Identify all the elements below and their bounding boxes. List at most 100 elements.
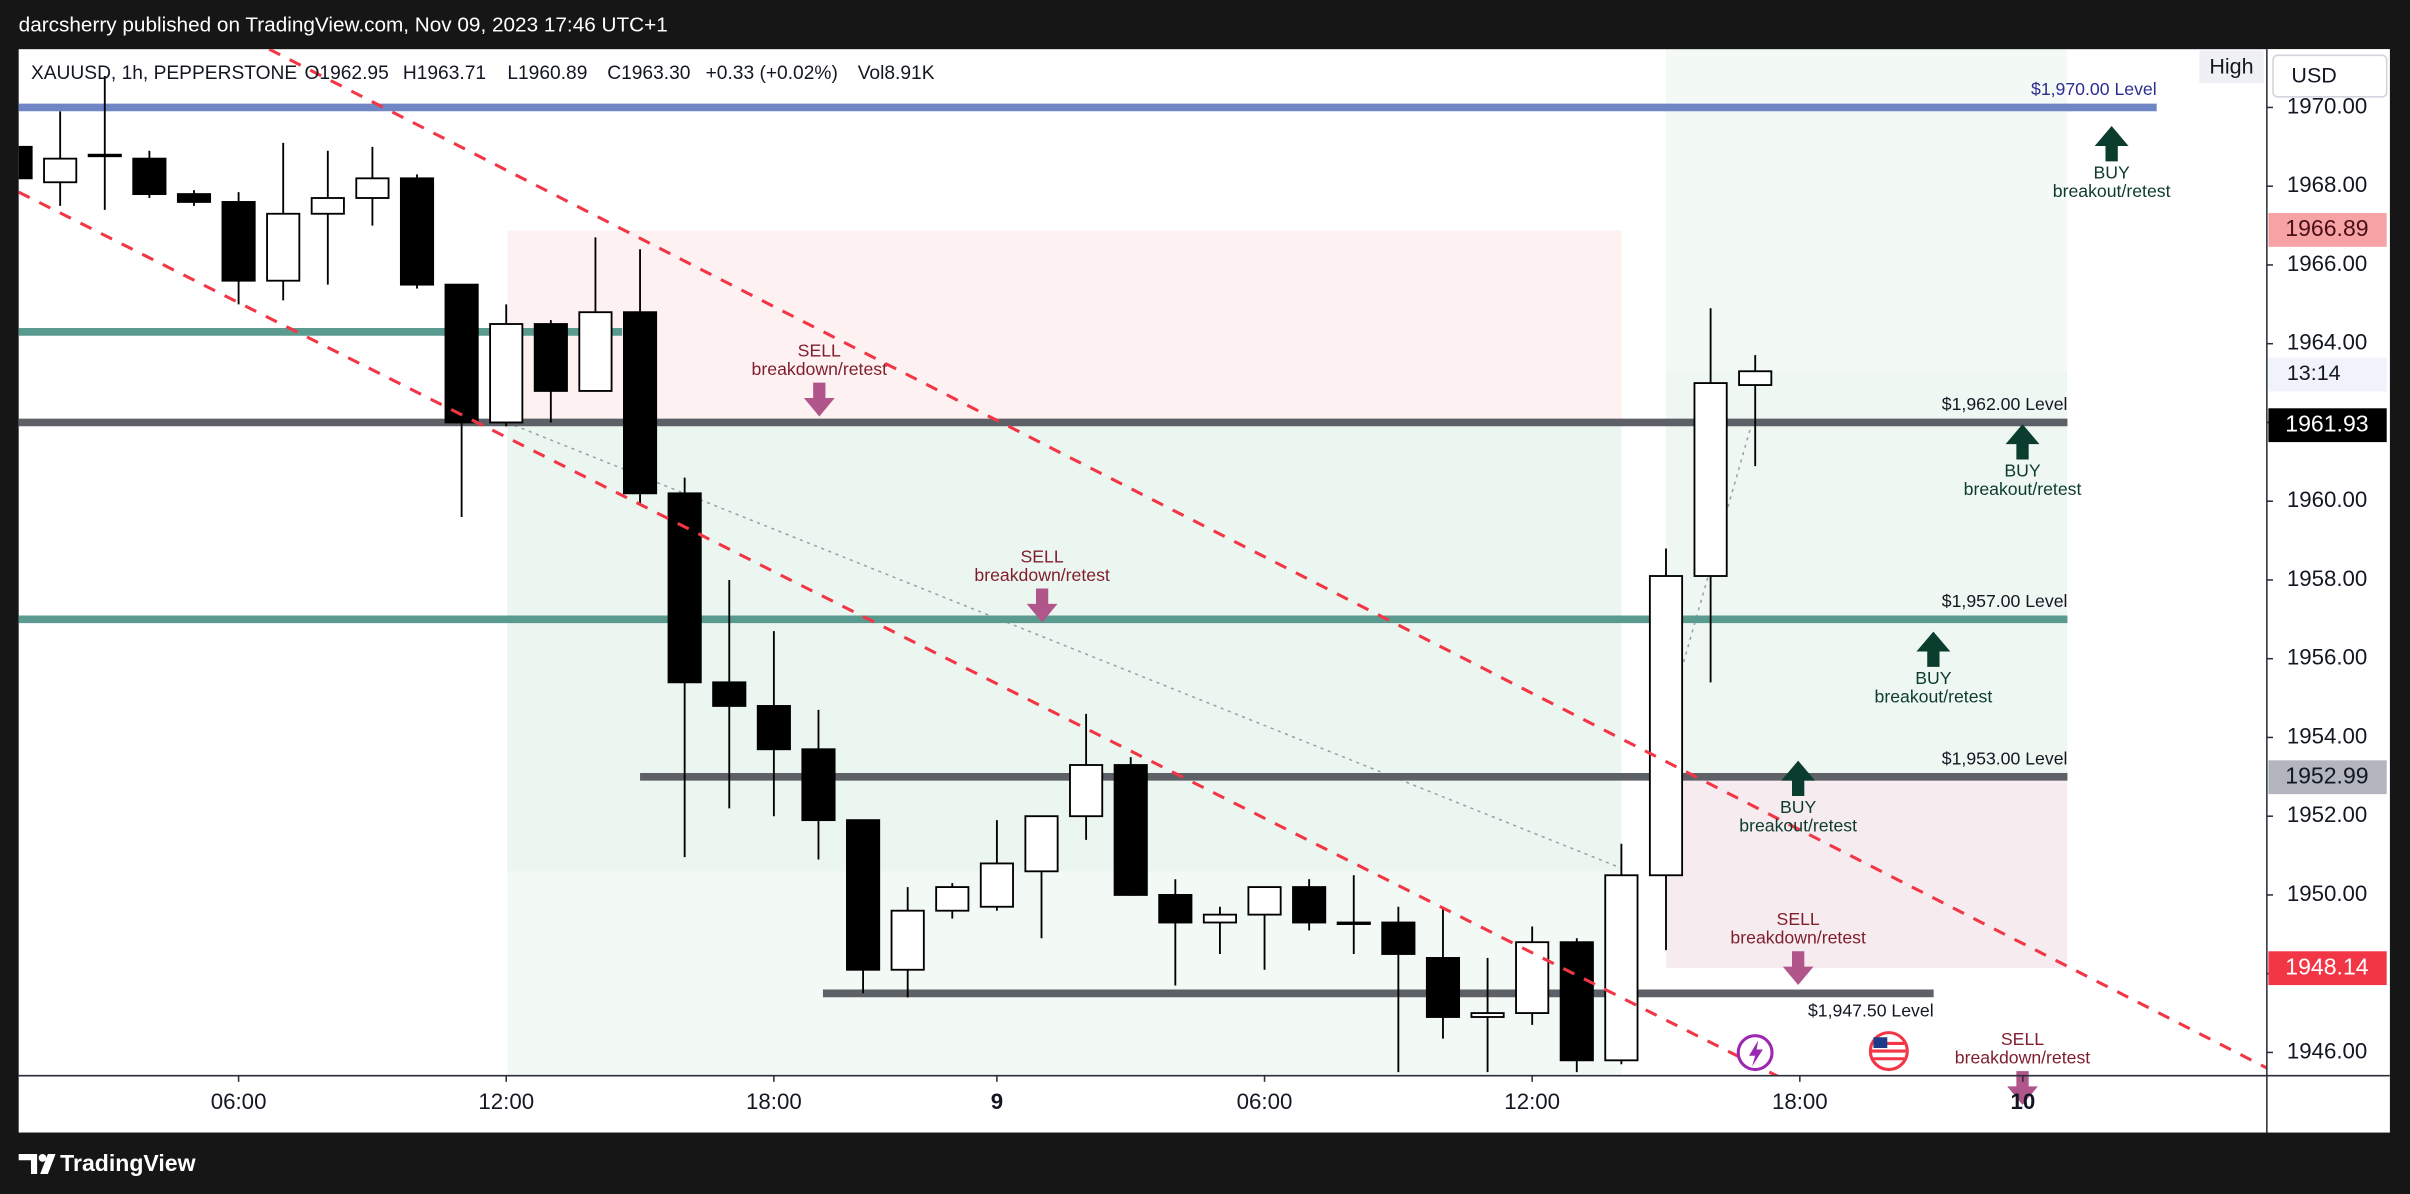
price-label: 1952.99 [2285,762,2368,788]
candle-body [1648,575,1684,877]
candle-body [712,681,747,707]
candle-body [1381,921,1416,955]
brand-logo-dot [38,1154,47,1162]
sell-arrow [1782,951,1814,986]
high-box [2199,50,2264,83]
y-tick-label: 1960.00 [2287,487,2368,512]
candles [18,75,1773,1073]
buy-zone-right-2 [1666,371,2068,777]
y-tick-label: 1954.00 [2287,723,2368,748]
legend-low: L1960.89 [507,63,587,84]
annotation-text: breakdown/retest [1955,1047,2091,1067]
candle-body [1693,382,1728,577]
annotation-text: breakout/retest [1964,479,2082,499]
price-label: 1948.14 [2285,953,2368,979]
countdown: 13:14 [2287,361,2341,385]
candle-body [1247,886,1282,916]
buy-arrow [1781,760,1816,796]
annotation-text: breakdown/retest [752,359,888,379]
price-label: 1961.93 [2285,410,2368,436]
x-tick-label: 12:00 [478,1089,534,1114]
candle-body [1604,874,1639,1062]
currency-box[interactable] [2272,54,2388,98]
sell-arrow [2007,1071,2038,1105]
flag-canton [1873,1037,1888,1049]
y-tick-label: 1966.00 [2287,251,2368,276]
candle-body [18,145,33,180]
x-tick-label: 10 [2010,1089,2035,1114]
candle-body [667,492,702,684]
level-label: $1,957.00 Level [1942,591,2068,611]
candle-body [801,748,836,822]
buy-arrow [2094,126,2129,162]
candle-body [221,201,256,282]
legend-volume: Vol8.91K [858,63,935,84]
x-tick-label: 18:00 [746,1089,802,1114]
candle-body [176,193,212,203]
x-tick-label: 06:00 [1237,1089,1293,1114]
x-tick-label: 9 [991,1089,1003,1114]
price-label-box [2268,213,2387,247]
legend-symbol: XAUUSD, 1h, PEPPERSTONE [31,63,297,84]
candle-body [1515,941,1550,1014]
candle-body [43,157,78,184]
candle-body [1425,957,1461,1018]
annotation-text: breakdown/retest [1730,928,1866,948]
level-label: $1,953.00 Level [1942,749,2068,769]
candle-body [1158,894,1193,924]
axes: 1946.001948.001950.001952.001954.001956.… [211,93,2387,1114]
zones [507,49,2068,1076]
candle-body [1738,370,1773,386]
candle-body [355,177,390,199]
price-label-box [2268,951,2387,986]
price-label-box [2268,408,2387,443]
candle-body [890,909,925,971]
candle-body [979,862,1014,908]
price-label: 1966.89 [2285,215,2368,241]
y-tick-label: 1956.00 [2287,645,2368,670]
candle-body [1113,764,1148,896]
y-tick-label: 1950.00 [2287,881,2368,906]
annotation-text: SELL [1777,909,1820,929]
candle-body [1336,921,1371,925]
legend-close: C1963.30 [607,63,690,84]
sell-zone [507,230,1622,423]
annotations: SELLbreakdown/retestSELLbreakdown/retest… [752,126,2171,1105]
candle-body [1292,886,1327,924]
candle-body [1470,1012,1505,1018]
brand-name: TradingView [60,1150,195,1176]
buy-arrow [1916,631,1951,667]
sell-zone-right [1666,776,2068,969]
candle-body [399,177,435,286]
legend-open: O1962.95 [305,63,389,84]
candle-body [444,283,479,424]
x-tick-label: 18:00 [1772,1089,1828,1114]
x-tick-label: 06:00 [211,1089,267,1114]
candle-body [87,153,122,158]
lightning [1748,1040,1763,1067]
event-icons [1736,1031,1909,1072]
y-tick-label: 1964.00 [2287,330,2368,355]
annotation-text: SELL [798,341,841,361]
level-label: $1,962.00 Level [1942,394,2068,414]
candle-body [1069,764,1104,818]
annotation-text: SELL [1021,546,1064,566]
legend-high: H1963.71 [403,63,486,84]
candle-body [1024,815,1059,873]
price-label-box [2268,760,2387,795]
level-label: $1,947.50 Level [1808,1000,1934,1020]
sell-arrow [803,382,835,417]
high-label: High [2209,54,2253,78]
candle-body [132,157,167,195]
y-tick-label: 1946.00 [2287,1038,2368,1063]
legend: XAUUSD, 1h, PEPPERSTONE O1962.95 H1963.7… [31,63,935,84]
trend-lines [18,49,2267,1076]
annotation-text: breakout/retest [1739,815,1857,835]
y-tick-label: 1958.00 [2287,566,2368,591]
brand: TradingView [18,1150,196,1176]
candle-body [489,323,524,424]
annotation-text: SELL [2001,1029,2044,1049]
brand-logo [18,1154,56,1175]
